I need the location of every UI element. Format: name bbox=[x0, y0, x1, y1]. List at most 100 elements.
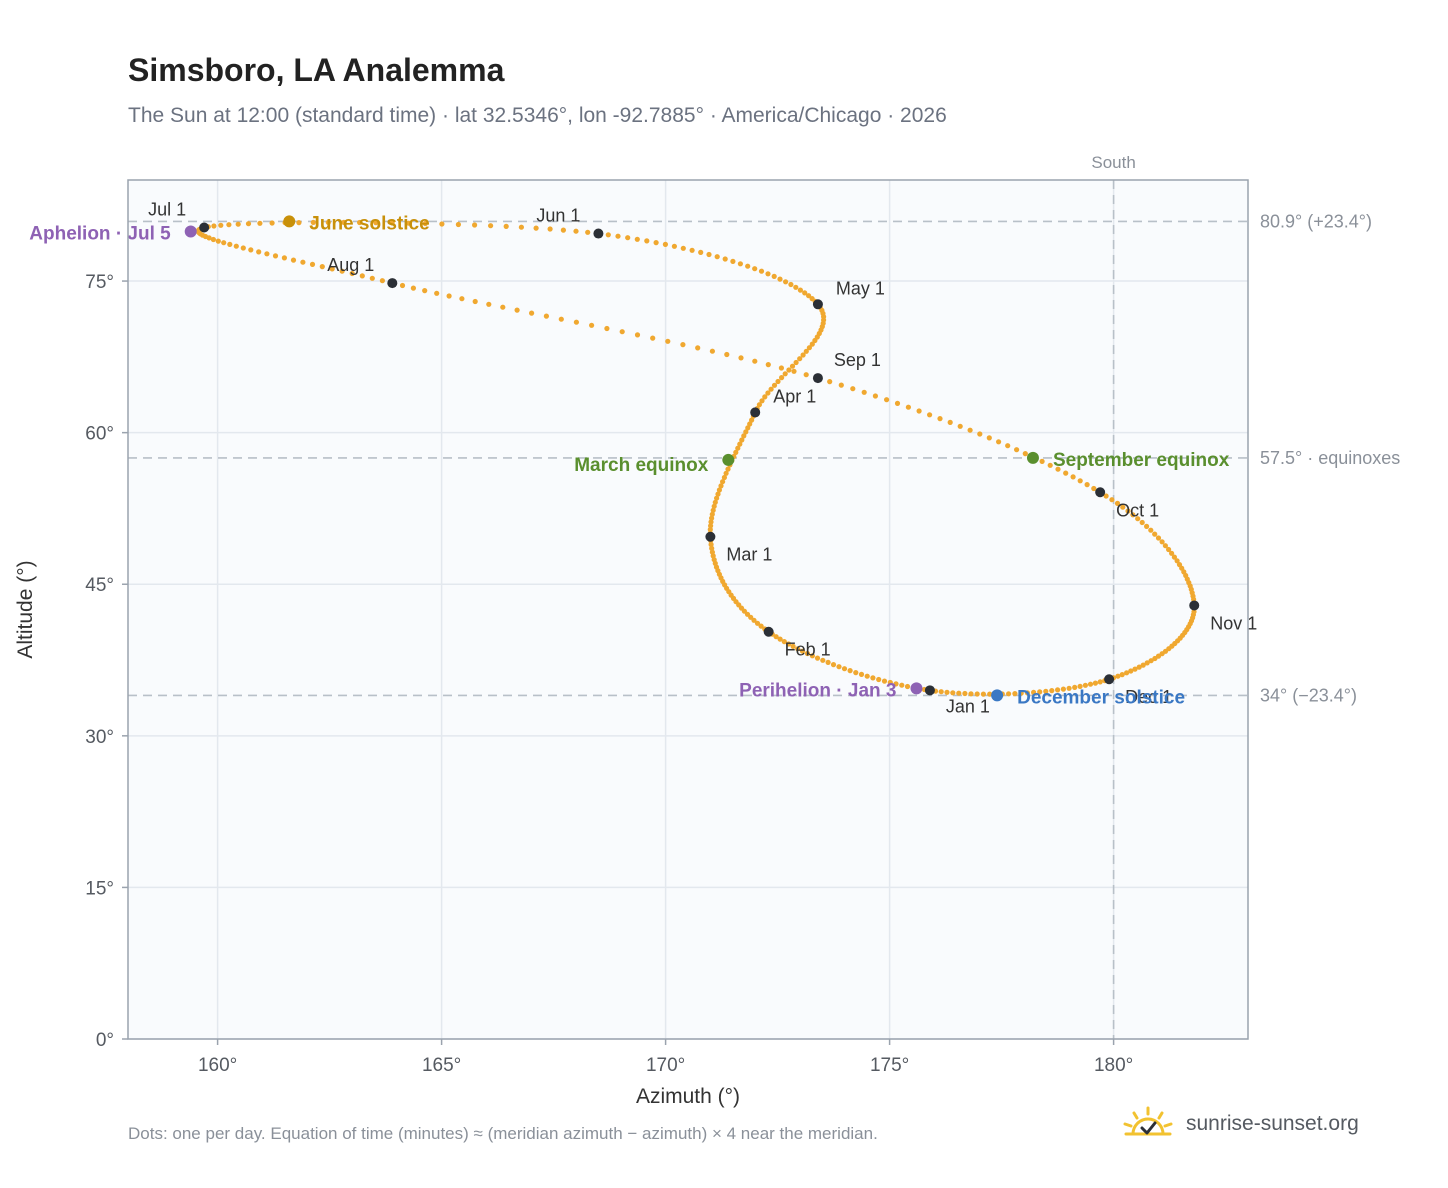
day-dot bbox=[783, 279, 789, 285]
month-marker bbox=[1095, 487, 1106, 498]
day-dot bbox=[1124, 670, 1130, 676]
month-marker bbox=[199, 222, 210, 233]
day-dot bbox=[1077, 478, 1083, 484]
day-dot bbox=[765, 390, 771, 396]
day-dot bbox=[1132, 666, 1138, 672]
day-dot bbox=[585, 229, 591, 235]
day-dot bbox=[369, 275, 375, 281]
day-dot bbox=[339, 268, 345, 274]
day-dot bbox=[662, 241, 669, 247]
month-label: Jun 1 bbox=[536, 206, 580, 226]
day-dot bbox=[264, 251, 270, 257]
day-dot bbox=[967, 427, 973, 433]
day-dot bbox=[1018, 690, 1024, 696]
day-dot bbox=[938, 689, 944, 695]
day-dot bbox=[1012, 691, 1018, 697]
day-dot bbox=[1135, 516, 1141, 522]
day-dot bbox=[706, 251, 712, 258]
day-dot bbox=[709, 348, 716, 354]
day-dot bbox=[858, 671, 865, 678]
day-dot bbox=[379, 278, 385, 284]
day-dot bbox=[625, 235, 631, 241]
day-dot bbox=[1162, 543, 1168, 549]
day-dot bbox=[1128, 668, 1134, 674]
day-dot bbox=[455, 221, 461, 228]
day-dot bbox=[560, 227, 567, 233]
x-tick-label: 175° bbox=[870, 1055, 909, 1076]
day-dot bbox=[410, 285, 416, 291]
day-dot bbox=[446, 293, 452, 299]
day-dot bbox=[788, 281, 794, 288]
event-markers: June solstice December solstice March equi… bbox=[29, 213, 1229, 708]
day-dot bbox=[1039, 458, 1045, 464]
day-dot bbox=[1148, 658, 1154, 664]
day-dot bbox=[779, 375, 785, 381]
day-dot bbox=[1087, 681, 1094, 687]
day-dot bbox=[947, 419, 953, 425]
month-label: Jan 1 bbox=[946, 696, 990, 716]
day-dot bbox=[349, 270, 355, 277]
day-dot bbox=[806, 293, 812, 299]
day-dot bbox=[1006, 691, 1012, 697]
x-tick-label: 160° bbox=[198, 1055, 237, 1076]
day-dot bbox=[793, 359, 799, 366]
y-tick-label: 30° bbox=[85, 727, 114, 748]
day-dot bbox=[1043, 688, 1049, 694]
day-dot bbox=[799, 648, 806, 654]
day-dot bbox=[573, 228, 579, 234]
day-dot bbox=[1055, 466, 1061, 472]
day-dot bbox=[1140, 662, 1146, 668]
day-dot bbox=[927, 412, 933, 418]
day-dot bbox=[680, 342, 686, 348]
reference-line-label: 57.5° · equinoxes bbox=[1260, 448, 1400, 468]
day-dot bbox=[1148, 527, 1154, 533]
day-dot bbox=[235, 221, 241, 227]
day-dot bbox=[937, 416, 943, 422]
day-dot bbox=[720, 479, 726, 485]
day-dot bbox=[1049, 688, 1055, 694]
brand[interactable]: sunrise-sunset.org bbox=[1120, 1104, 1359, 1144]
day-dot bbox=[737, 261, 744, 267]
x-axis-label: Azimuth (°) bbox=[636, 1085, 740, 1108]
day-dot bbox=[714, 495, 720, 501]
day-dot bbox=[782, 371, 788, 377]
day-dot bbox=[459, 296, 465, 302]
day-dot bbox=[1072, 684, 1078, 691]
day-dot bbox=[803, 348, 809, 354]
day-dot bbox=[768, 386, 774, 392]
day-dot bbox=[749, 417, 755, 423]
day-dot bbox=[708, 523, 714, 529]
day-dot bbox=[1055, 687, 1061, 693]
day-dot bbox=[226, 222, 232, 228]
month-marker bbox=[763, 626, 774, 637]
brand-name: sunrise-sunset.org bbox=[1186, 1112, 1359, 1135]
day-dot bbox=[296, 220, 302, 226]
day-dot bbox=[309, 261, 316, 267]
footnote: Dots: one per day. Equation of time (min… bbox=[128, 1124, 878, 1143]
day-dot bbox=[373, 220, 379, 226]
day-dot bbox=[725, 466, 731, 472]
day-dot bbox=[741, 433, 747, 439]
day-dot bbox=[904, 683, 911, 690]
day-dot bbox=[809, 296, 815, 302]
day-dot bbox=[916, 408, 922, 414]
south-label: South bbox=[1091, 153, 1135, 172]
reference-line-label: 80.9° (+23.4°) bbox=[1260, 211, 1372, 231]
day-dot bbox=[1091, 485, 1097, 492]
day-dot bbox=[488, 223, 494, 229]
day-dot bbox=[1109, 497, 1115, 503]
day-dot bbox=[1139, 519, 1145, 526]
month-marker bbox=[924, 685, 935, 696]
day-dot bbox=[791, 368, 797, 374]
day-dot bbox=[711, 503, 717, 509]
month-marker bbox=[705, 531, 716, 542]
month-markers: Jan 1 Feb 1 Mar 1 Apr 1 May 1 Jun 1 Jul 1 Aug 1… bbox=[148, 199, 1257, 716]
day-dot bbox=[357, 219, 363, 226]
month-marker bbox=[1189, 600, 1200, 611]
day-dot bbox=[773, 634, 779, 640]
day-dot bbox=[472, 222, 478, 228]
day-dot bbox=[215, 238, 221, 244]
day-dot bbox=[1005, 443, 1011, 449]
day-dot bbox=[957, 423, 963, 429]
event-marker bbox=[283, 215, 296, 228]
